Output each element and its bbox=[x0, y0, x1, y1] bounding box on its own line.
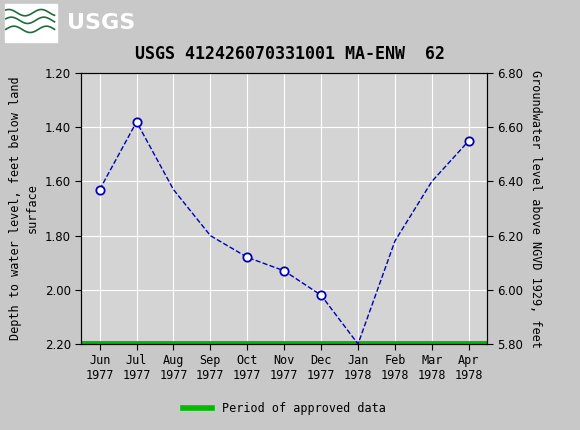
Legend: Period of approved data: Period of approved data bbox=[178, 397, 390, 419]
Bar bbox=[5, 3, 57, 42]
Y-axis label: Groundwater level above NGVD 1929, feet: Groundwater level above NGVD 1929, feet bbox=[530, 70, 542, 347]
Text: USGS 412426070331001 MA-ENW  62: USGS 412426070331001 MA-ENW 62 bbox=[135, 45, 445, 63]
Text: USGS: USGS bbox=[67, 12, 135, 33]
Y-axis label: Depth to water level, feet below land
surface: Depth to water level, feet below land su… bbox=[9, 77, 39, 341]
